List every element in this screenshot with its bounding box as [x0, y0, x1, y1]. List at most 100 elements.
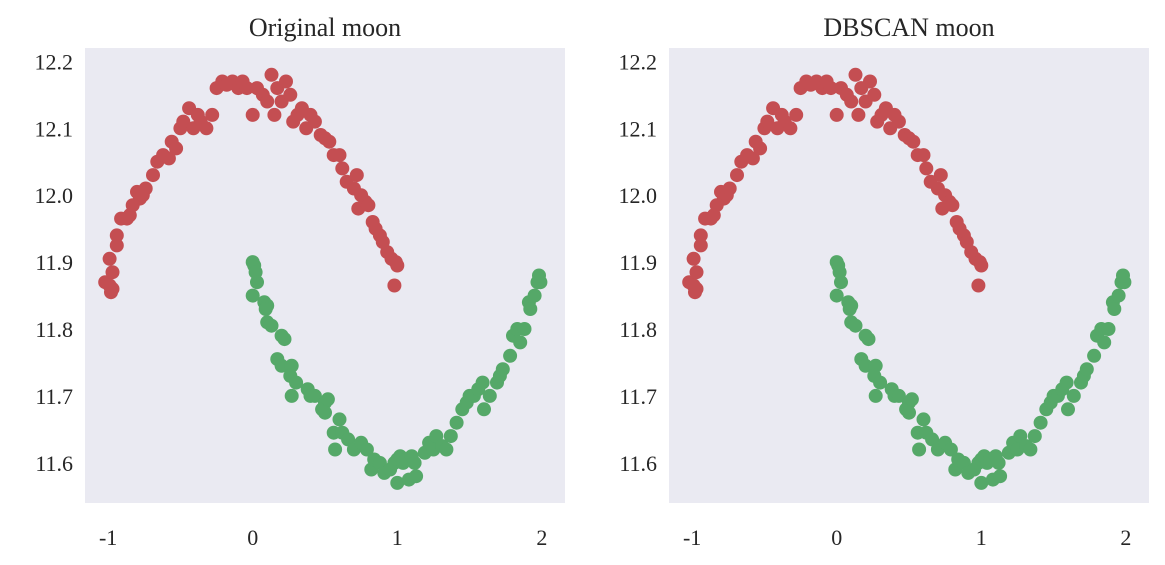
data-point: [482, 388, 497, 403]
data-point: [407, 455, 422, 470]
series-1: [245, 255, 548, 490]
data-point: [477, 402, 491, 417]
y-axis: 11.6 11.7 11.8 11.9 12.0 12.1 12.2: [35, 49, 74, 475]
data-point: [971, 278, 986, 293]
data-point: [823, 81, 838, 96]
data-point: [688, 285, 702, 300]
x-tick-label: 0: [247, 525, 258, 550]
data-point: [527, 288, 542, 303]
data-point: [842, 302, 857, 316]
data-point: [1116, 268, 1130, 283]
data-point: [891, 388, 906, 403]
data-point: [916, 412, 931, 427]
left-chart-panel: Original moon 11.611.711.811.912.012.112…: [35, 13, 565, 550]
data-point: [686, 251, 701, 266]
y-tick-label: 12.1: [35, 116, 74, 141]
x-tick-label: 1: [392, 525, 403, 550]
x-tick-label: -1: [683, 525, 701, 550]
data-point: [439, 442, 454, 457]
y-tick-label: 11.6: [619, 451, 657, 476]
data-point: [517, 322, 532, 336]
data-point: [693, 228, 708, 243]
data-point: [267, 107, 282, 122]
data-point: [829, 107, 844, 122]
data-point: [532, 268, 546, 283]
x-tick-label: 1: [976, 525, 987, 550]
data-point: [245, 107, 260, 122]
y-tick-label: 11.7: [35, 384, 73, 409]
y-tick-label: 11.7: [619, 384, 657, 409]
plot-background: [669, 48, 1149, 503]
data-point: [109, 228, 124, 243]
data-point: [250, 275, 264, 290]
data-point: [868, 388, 883, 403]
data-point: [284, 388, 299, 403]
data-point: [277, 332, 292, 347]
data-point: [264, 67, 279, 82]
data-point: [332, 412, 347, 427]
scatter-points: [682, 67, 1132, 490]
data-point: [919, 161, 934, 176]
data-point: [361, 198, 376, 213]
data-point: [245, 288, 260, 303]
data-point: [390, 258, 405, 273]
data-point: [848, 67, 863, 82]
data-point: [332, 148, 347, 163]
x-tick-label: 2: [536, 525, 547, 550]
data-point: [1101, 322, 1116, 336]
chart-title: Original moon: [249, 13, 401, 42]
data-point: [848, 318, 863, 333]
x-tick-label: -1: [99, 525, 117, 550]
y-axis: 11.6 11.7 11.8 11.9 12.0 12.1 12.2: [619, 49, 658, 475]
x-tick-label: 0: [831, 525, 842, 550]
right-chart-panel: DBSCAN moon 11.6 11.7 11.8 11.9 12.0 12.1 12.2…: [619, 13, 1149, 550]
data-point: [722, 181, 737, 196]
data-point: [974, 475, 989, 490]
data-point: [834, 275, 848, 290]
data-point: [513, 335, 528, 350]
data-point: [161, 151, 176, 166]
data-point: [349, 168, 364, 183]
data-point: [1107, 302, 1122, 316]
y-tick-label: 12.0: [35, 183, 74, 208]
data-point: [1059, 375, 1074, 390]
data-point: [1023, 442, 1038, 457]
data-point: [863, 74, 877, 89]
data-point: [1033, 415, 1048, 430]
data-point: [258, 302, 273, 316]
data-point: [318, 405, 332, 420]
data-point: [169, 141, 184, 156]
data-point: [104, 285, 118, 300]
data-point: [783, 121, 798, 136]
data-point: [844, 94, 859, 109]
data-point: [274, 358, 289, 373]
data-point: [279, 74, 293, 89]
data-point: [689, 265, 704, 280]
data-point: [495, 362, 510, 377]
data-point: [109, 238, 124, 253]
data-point: [1111, 288, 1126, 303]
data-point: [861, 332, 876, 347]
data-point: [138, 181, 153, 196]
data-point: [322, 134, 337, 149]
data-point: [693, 238, 708, 253]
data-point: [1027, 429, 1042, 444]
data-point: [409, 469, 424, 484]
data-point: [867, 87, 882, 102]
data-point: [387, 278, 402, 293]
x-tick-label: 2: [1120, 525, 1131, 550]
data-point: [264, 318, 279, 333]
y-tick-label: 12.0: [619, 183, 658, 208]
data-point: [916, 148, 931, 163]
data-point: [475, 375, 490, 390]
data-point: [851, 107, 866, 122]
data-point: [902, 405, 916, 420]
data-point: [359, 442, 374, 457]
data-point: [328, 442, 343, 457]
data-point: [443, 429, 458, 444]
data-point: [945, 198, 960, 213]
data-point: [891, 114, 906, 129]
data-point: [906, 134, 921, 149]
data-point: [105, 265, 120, 280]
